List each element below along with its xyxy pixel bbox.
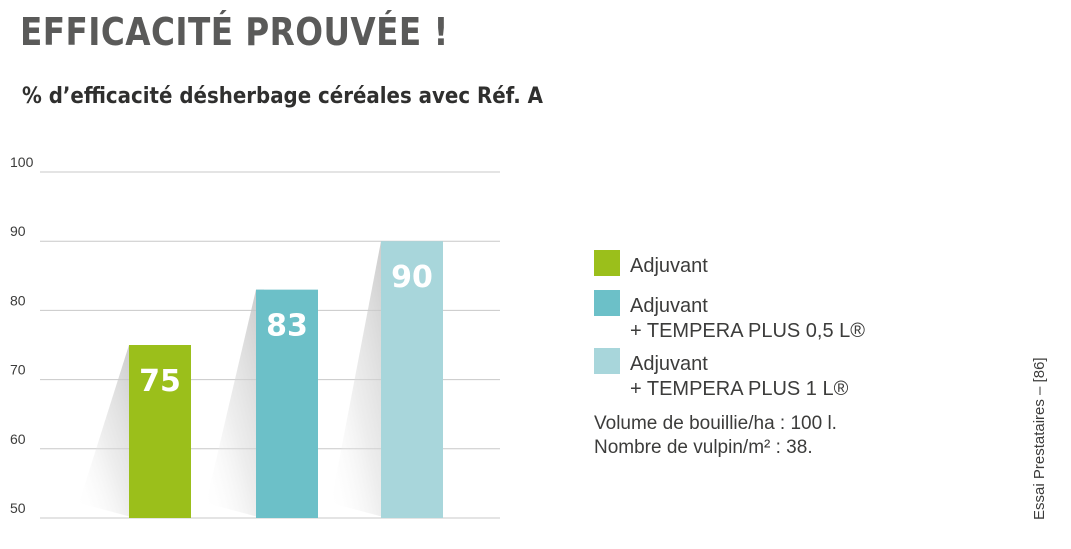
legend-swatch	[594, 290, 620, 316]
bar-value-label: 75	[139, 364, 181, 399]
bar-value-label: 83	[266, 309, 308, 344]
legend-label: Adjuvant	[630, 255, 708, 277]
legend-label: Adjuvant	[630, 295, 708, 317]
page-headline: EFFICACITÉ PROUVÉE !	[20, 10, 449, 54]
y-tick-label: 80	[10, 292, 26, 308]
bar-shadow	[206, 289, 264, 518]
y-tick-label: 50	[10, 500, 26, 516]
y-tick-label: 60	[10, 431, 26, 447]
y-tick-label: 70	[10, 362, 26, 378]
bar	[381, 241, 443, 518]
bar-shadow	[331, 241, 389, 518]
bar-shadow	[79, 345, 137, 518]
y-tick-label: 90	[10, 223, 26, 239]
note-volume: Volume de bouillie/ha : 100 l.	[594, 413, 837, 434]
legend-label: Adjuvant	[630, 353, 708, 375]
trial-notes: Volume de bouillie/ha : 100 l. Nombre de…	[594, 412, 837, 460]
legend-label-detail: + TEMPERA PLUS 1 L®	[630, 378, 849, 400]
note-vulpin: Nombre de vulpin/m² : 38.	[594, 437, 813, 458]
bar	[256, 289, 318, 518]
bar-chart: 100 90 80 70 60 50 75 83 90	[10, 154, 500, 519]
source-credit: Essai Prestataires – [86]	[1031, 357, 1048, 520]
bar-value-label: 90	[391, 260, 433, 295]
y-tick-label: 100	[10, 154, 34, 170]
legend-swatch	[594, 250, 620, 276]
bar	[129, 345, 191, 518]
legend-label-detail: + TEMPERA PLUS 0,5 L®	[630, 320, 866, 342]
legend-swatch	[594, 348, 620, 374]
chart-title: % d’efficacité désherbage céréales avec …	[22, 84, 543, 109]
